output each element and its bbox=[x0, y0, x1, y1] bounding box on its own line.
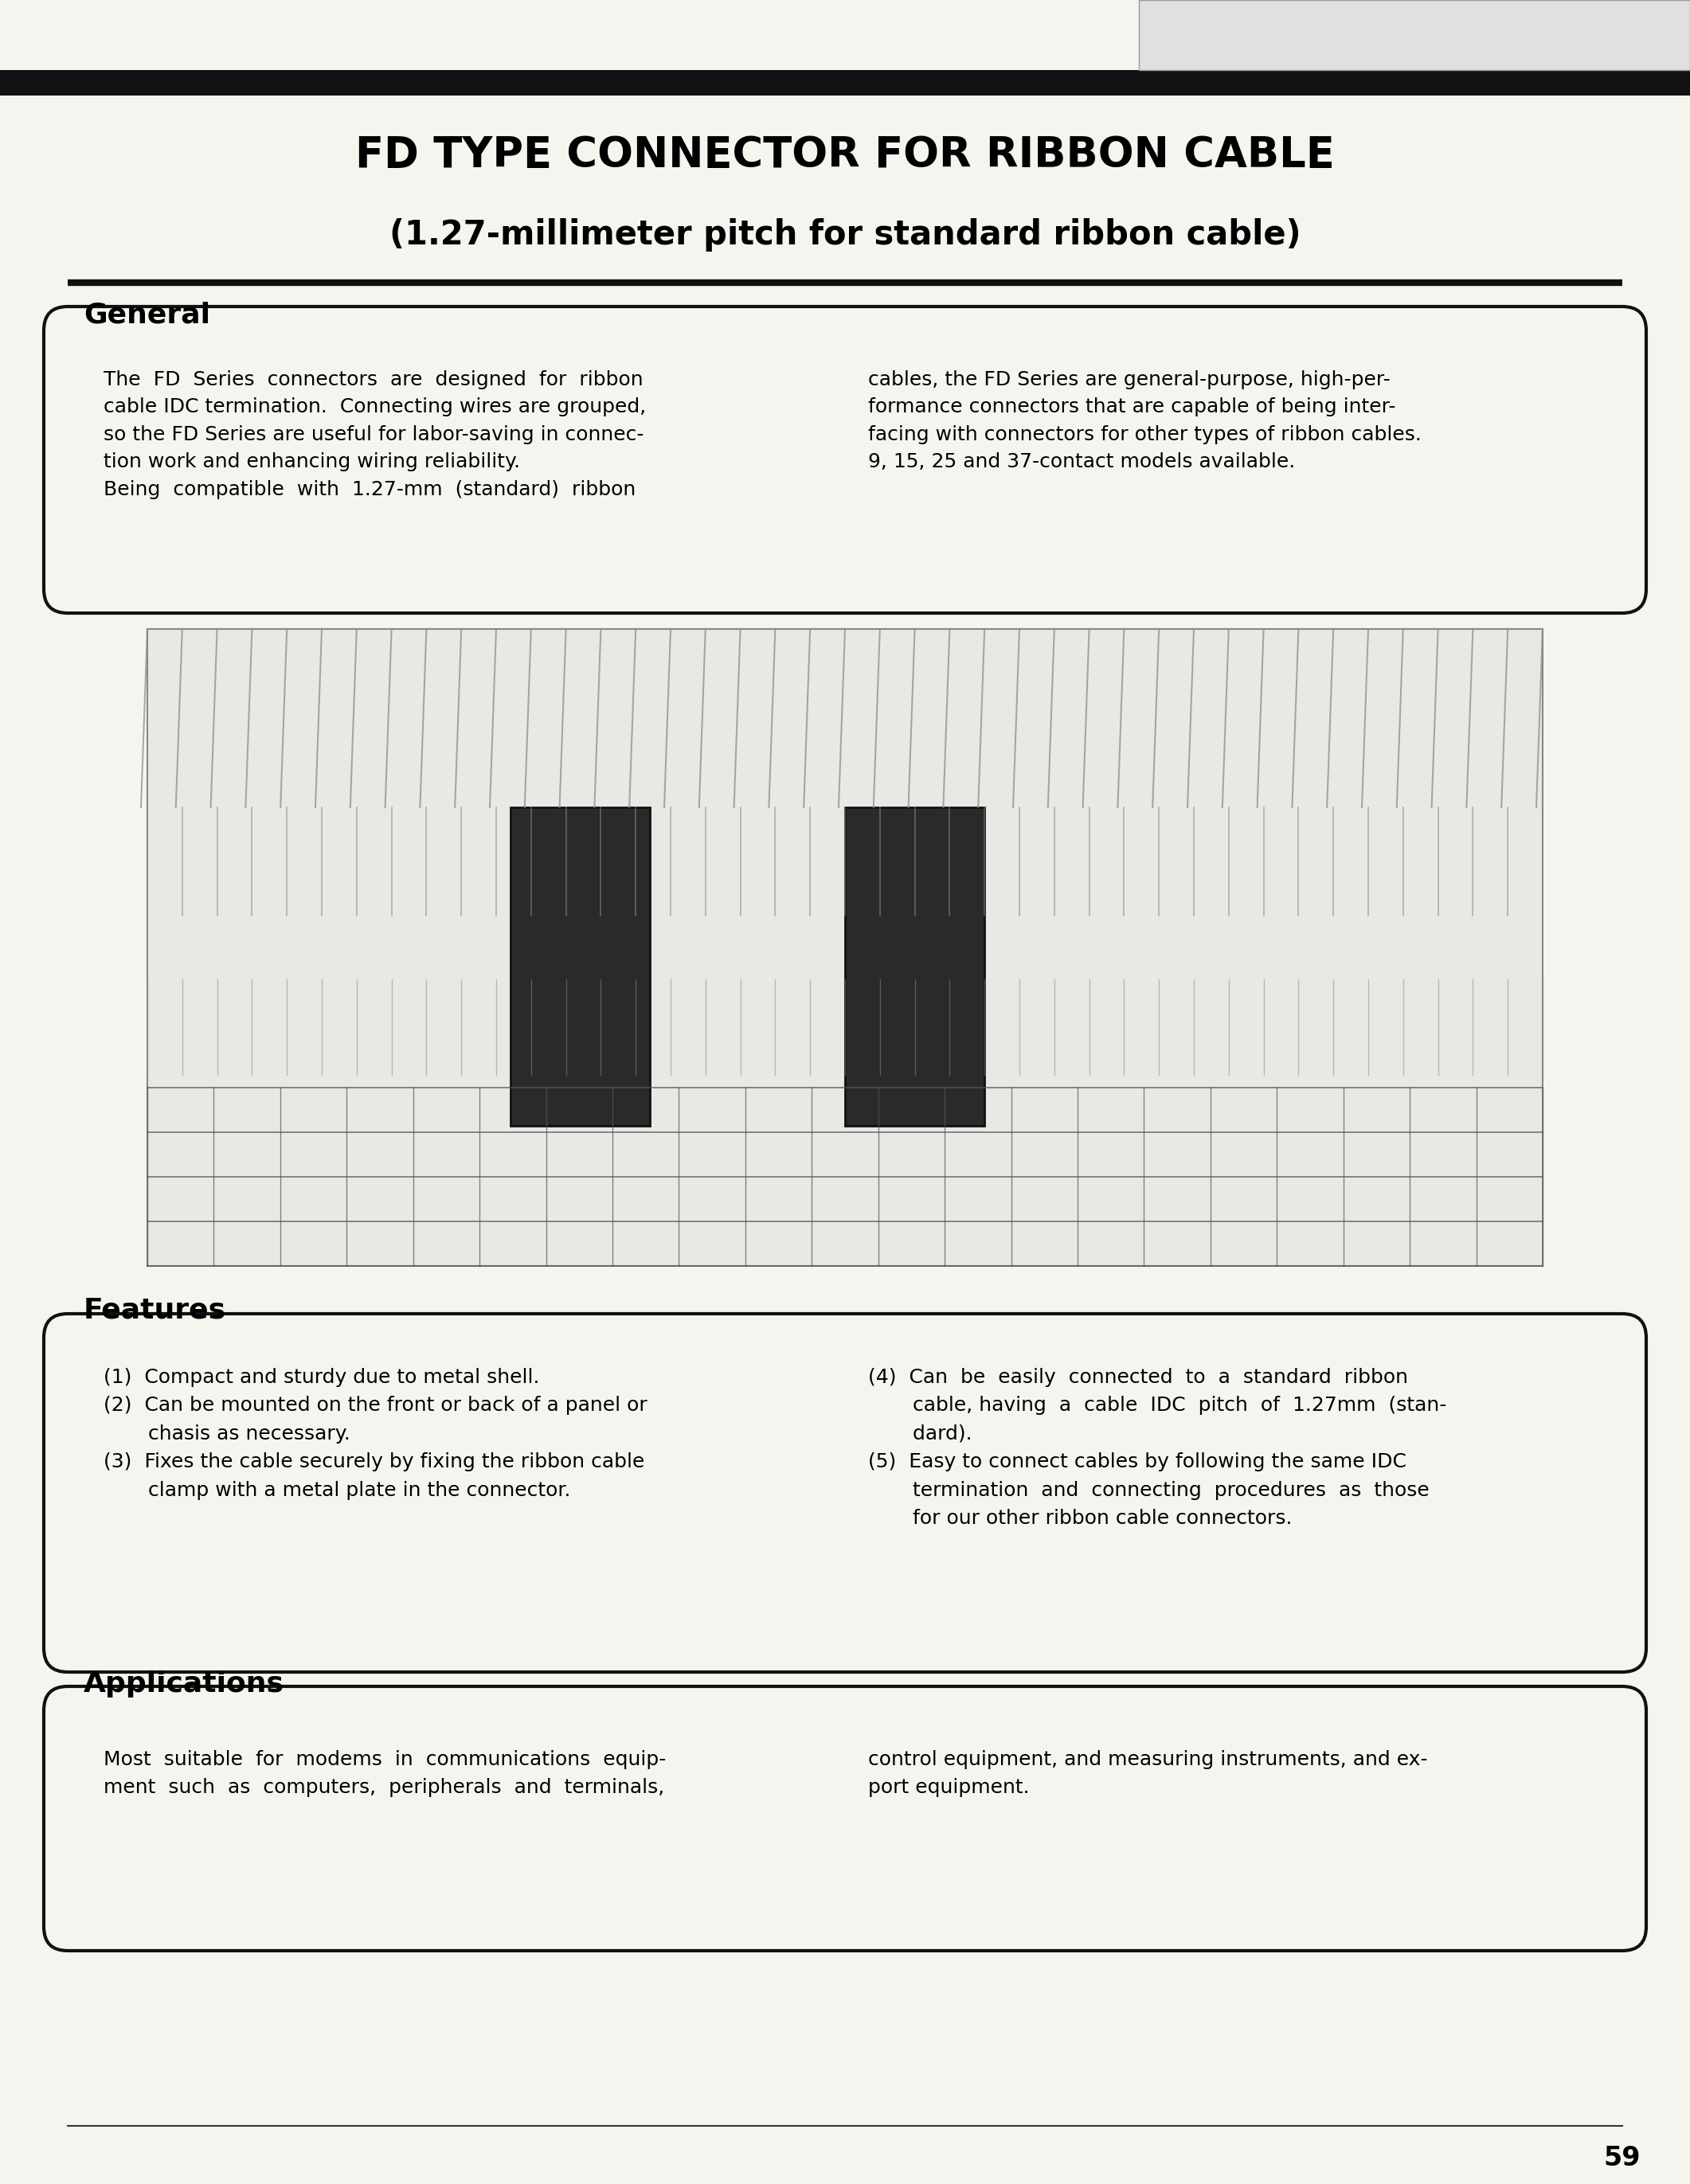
Text: The  FD  Series  connectors  are  designed  for  ribbon
cable IDC termination.  : The FD Series connectors are designed fo… bbox=[103, 371, 646, 500]
Text: FD TYPE CONNECTOR FOR RIBBON CABLE: FD TYPE CONNECTOR FOR RIBBON CABLE bbox=[355, 135, 1335, 177]
Text: (1)  Compact and sturdy due to metal shell.
(2)  Can be mounted on the front or : (1) Compact and sturdy due to metal shel… bbox=[103, 1367, 647, 1500]
Text: Most  suitable  for  modems  in  communications  equip-
ment  such  as  computer: Most suitable for modems in communicatio… bbox=[103, 1749, 666, 1797]
Bar bbox=[0, 70, 1690, 96]
FancyBboxPatch shape bbox=[44, 1686, 1646, 1950]
Bar bbox=[510, 808, 649, 1125]
Text: cables, the FD Series are general-purpose, high-per-
formance connectors that ar: cables, the FD Series are general-purpos… bbox=[869, 371, 1421, 472]
Text: (1.27-millimeter pitch for standard ribbon cable): (1.27-millimeter pitch for standard ribb… bbox=[389, 218, 1301, 251]
FancyBboxPatch shape bbox=[44, 306, 1646, 614]
Text: Applications: Applications bbox=[83, 1671, 284, 1697]
Text: (4)  Can  be  easily  connected  to  a  standard  ribbon
       cable, having  a: (4) Can be easily connected to a standar… bbox=[869, 1367, 1447, 1529]
Bar bbox=[845, 808, 985, 1125]
Text: Features: Features bbox=[83, 1297, 226, 1324]
FancyBboxPatch shape bbox=[44, 1315, 1646, 1673]
Bar bbox=[147, 629, 1543, 1267]
Text: 59: 59 bbox=[1604, 2145, 1641, 2171]
Text: control equipment, and measuring instruments, and ex-
port equipment.: control equipment, and measuring instrum… bbox=[869, 1749, 1428, 1797]
Bar bbox=[1139, 0, 1690, 70]
Text: General: General bbox=[83, 301, 210, 328]
